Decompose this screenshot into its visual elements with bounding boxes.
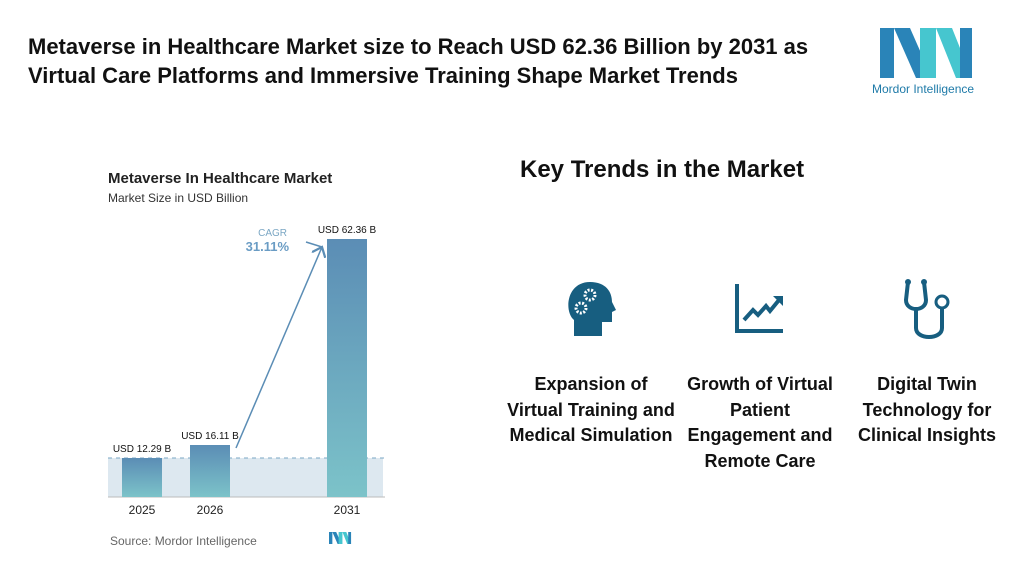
- data-label: USD 16.11 B: [181, 431, 239, 442]
- chart-title: Metaverse In Healthcare Market: [108, 170, 333, 187]
- bar-2025: [122, 458, 162, 497]
- logo-text: Mordor Intelligence: [872, 82, 975, 96]
- page-title: Metaverse in Healthcare Market size to R…: [28, 34, 809, 88]
- x-tick-label: 2031: [334, 503, 361, 517]
- stethoscope-icon: [903, 279, 950, 339]
- mordor-logo-icon: [880, 28, 972, 78]
- bar-2026: [190, 445, 230, 497]
- chart-source: Source: Mordor Intelligence: [110, 534, 257, 548]
- key-trends-heading: Key Trends in the Market: [520, 156, 805, 183]
- cagr-label: CAGR: [258, 228, 287, 239]
- bar-2031: [327, 239, 367, 497]
- head-gears-icon: [568, 282, 616, 336]
- chart-subtitle: Market Size in USD Billion: [108, 191, 249, 205]
- trend-item-2: Growth of Virtual Patient Engagement and…: [687, 374, 833, 471]
- growth-chart-icon: [735, 284, 783, 333]
- x-tick-label: 2025: [129, 503, 156, 517]
- data-label: USD 12.29 B: [113, 444, 172, 455]
- trend-item-1: Expansion of Virtual Training and Medica…: [507, 374, 675, 445]
- source-logo-icon: [329, 532, 352, 544]
- trend-item-3: Digital Twin Technology for Clinical Ins…: [857, 374, 997, 445]
- cagr-value: 31.11%: [246, 239, 290, 254]
- data-label: USD 62.36 B: [318, 225, 377, 236]
- x-tick-label: 2026: [197, 503, 224, 517]
- cagr-arrow: [235, 247, 322, 449]
